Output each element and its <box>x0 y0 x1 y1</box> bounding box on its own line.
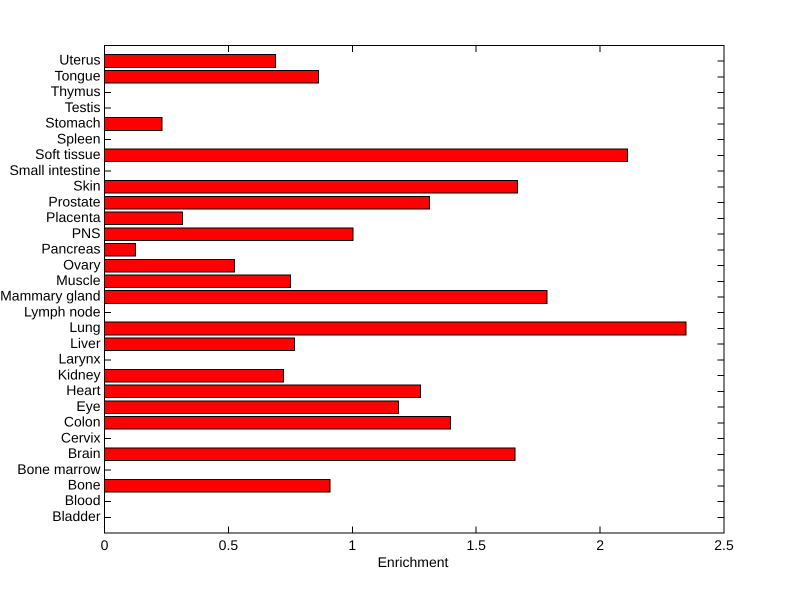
svg-text:PNS: PNS <box>72 225 101 241</box>
svg-text:Small intestine: Small intestine <box>9 162 100 178</box>
svg-text:Bone: Bone <box>68 477 101 493</box>
svg-text:Ovary: Ovary <box>63 256 100 272</box>
svg-text:0.5: 0.5 <box>219 537 239 553</box>
svg-text:Kidney: Kidney <box>58 366 101 382</box>
svg-text:Colon: Colon <box>64 414 101 430</box>
svg-text:Lung: Lung <box>69 319 100 335</box>
svg-text:Prostate: Prostate <box>48 193 100 209</box>
svg-text:Uterus: Uterus <box>59 52 100 68</box>
svg-text:Blood: Blood <box>65 492 101 508</box>
svg-text:Brain: Brain <box>68 445 101 461</box>
svg-text:0: 0 <box>101 537 109 553</box>
svg-text:Liver: Liver <box>70 335 101 351</box>
svg-text:Muscle: Muscle <box>56 272 101 288</box>
svg-text:Bladder: Bladder <box>52 508 101 524</box>
svg-text:Heart: Heart <box>66 382 100 398</box>
svg-text:Eye: Eye <box>76 398 100 414</box>
svg-text:Bone marrow: Bone marrow <box>17 461 101 477</box>
svg-text:2: 2 <box>596 537 604 553</box>
svg-text:1: 1 <box>348 537 356 553</box>
svg-text:Lymph node: Lymph node <box>24 303 101 319</box>
svg-text:Larynx: Larynx <box>58 351 100 367</box>
svg-text:Mammary gland: Mammary gland <box>0 288 100 304</box>
svg-text:1.5: 1.5 <box>466 537 486 553</box>
svg-text:Enrichment: Enrichment <box>378 554 449 570</box>
svg-text:Tongue: Tongue <box>55 68 101 84</box>
svg-text:Thymus: Thymus <box>51 83 101 99</box>
svg-text:Pancreas: Pancreas <box>41 241 100 257</box>
svg-text:Spleen: Spleen <box>57 130 101 146</box>
svg-text:Stomach: Stomach <box>45 115 100 131</box>
svg-text:Skin: Skin <box>73 178 100 194</box>
svg-text:Testis: Testis <box>65 99 101 115</box>
svg-text:Cervix: Cervix <box>61 429 101 445</box>
svg-text:Placenta: Placenta <box>46 209 101 225</box>
svg-text:Soft tissue: Soft tissue <box>35 146 101 162</box>
svg-text:2.5: 2.5 <box>714 537 734 553</box>
